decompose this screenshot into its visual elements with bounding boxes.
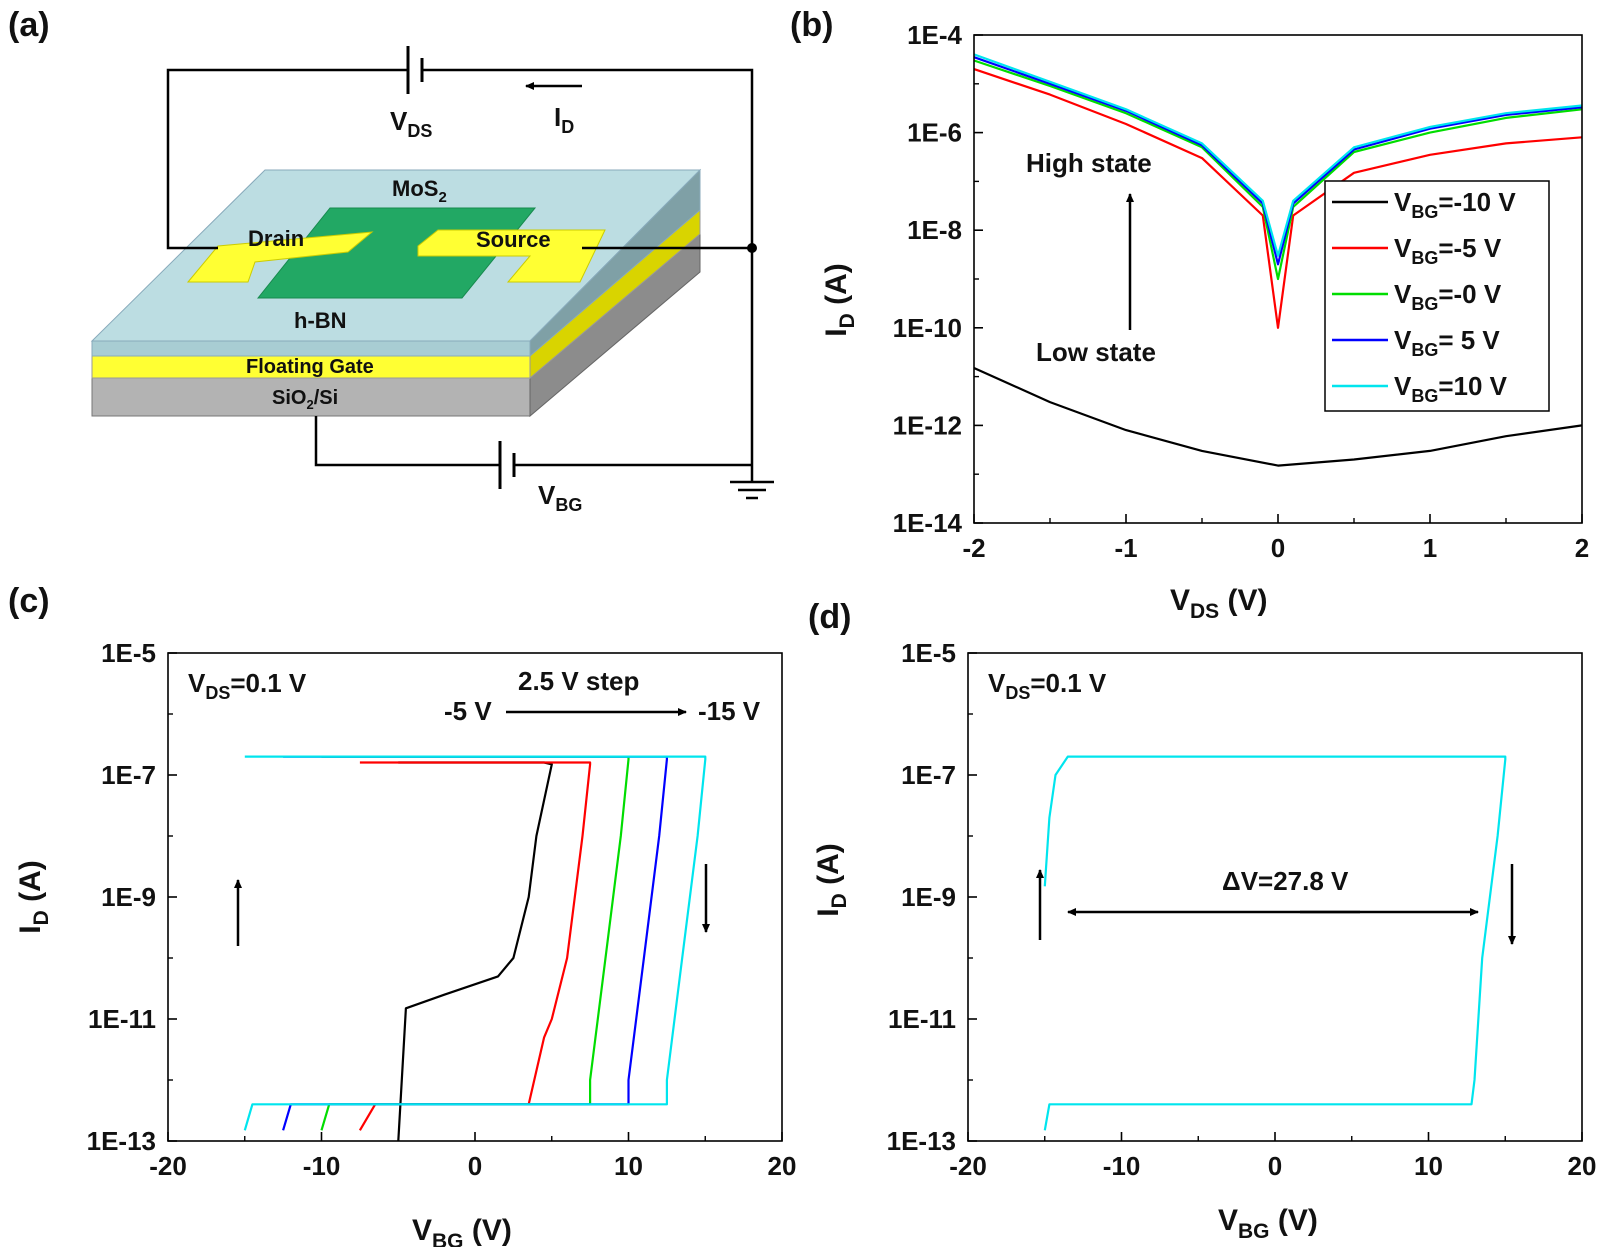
series-line-b-2: [973, 59, 1583, 281]
y-tick-label-c: 1E-5: [101, 638, 156, 668]
hbn-side: [529, 168, 701, 358]
ground-icon: [730, 480, 774, 500]
x-tick-label-d: 0: [1268, 1151, 1282, 1181]
legend-b: VBG=-10 V VBG=-5 V VBG=-0 V VBG= 5 V VBG=10 …: [1324, 180, 1550, 412]
source-label: Source: [476, 227, 551, 252]
x-tick-label-c: 10: [614, 1151, 643, 1181]
y-tick-label-b: 1E-10: [893, 313, 962, 343]
legend-label-2: VBG=-0 V: [1394, 279, 1502, 314]
id-label: ID: [554, 102, 574, 137]
y-tick-label-c: 1E-11: [88, 1004, 156, 1034]
x-tick-label-c: 0: [468, 1151, 482, 1181]
series-line-b-4: [973, 53, 1583, 257]
device-schematic: VDS ID MoS2 Drain Source h-BN Floating G…: [90, 46, 774, 515]
y-tick-label-b: 1E-8: [907, 215, 962, 245]
y-tick-label-b: 1E-12: [893, 410, 962, 440]
annotation-start: -5 V: [444, 696, 492, 726]
panel-label-d: (d): [808, 598, 851, 636]
drain-electrode: [186, 231, 374, 283]
y-tick-label-d: 1E-7: [901, 760, 956, 790]
x-tick-label-b: 2: [1575, 533, 1589, 563]
vds-label: VDS: [390, 106, 432, 141]
x-tick-label-c: -10: [303, 1151, 341, 1181]
mos2-label: MoS2: [392, 176, 447, 206]
annotation-low-state: Low state: [1036, 337, 1156, 367]
vds-wire: [166, 68, 408, 250]
y-tick-label-c: 1E-13: [87, 1126, 156, 1156]
x-tick-label-c: 20: [768, 1151, 797, 1181]
series-line-c-1: [358, 761, 592, 1131]
panel-label-a: (a): [8, 6, 50, 44]
x-tick-label-c: -20: [149, 1151, 187, 1181]
annotation-high-state: High state: [1026, 148, 1152, 178]
legend-label-1: VBG=-5 V: [1394, 233, 1502, 268]
chart-b: -2 -1 0 1 2 1E-14 1E-12 1E-10 1E-8 1E-6 1E-4 VDS (…: [820, 20, 1589, 623]
hbn-front: [91, 340, 531, 357]
series-line-b-1: [973, 68, 1583, 329]
legend-label-3: VBG= 5 V: [1394, 325, 1500, 360]
y-tick-label-d: 1E-9: [901, 882, 956, 912]
annotation-delta-v: ΔV=27.8 V: [1222, 866, 1349, 896]
x-tick-label-b: -1: [1114, 533, 1137, 563]
x-tick-label-b: 1: [1423, 533, 1437, 563]
legend-label-0: VBG=-10 V: [1394, 187, 1516, 222]
y-axis-label-d: ID (A): [812, 843, 851, 917]
junction-dot: [747, 243, 757, 253]
y-tick-label-c: 1E-7: [101, 760, 156, 790]
panel-label-c: (c): [8, 582, 50, 620]
series-line-c-3: [282, 755, 669, 1131]
y-tick-label-c: 1E-9: [101, 882, 156, 912]
vbg-label: VBG: [538, 480, 582, 515]
annotation-step: 2.5 V step: [518, 666, 639, 696]
y-axis-label-c: ID (A): [14, 860, 53, 934]
series-line-b-3: [973, 56, 1583, 266]
x-tick-label-b: 0: [1271, 533, 1285, 563]
y-tick-label-b: 1E-6: [907, 118, 962, 148]
x-axis-label-d: VBG (V): [1218, 1204, 1318, 1243]
sio2-label: SiO2/Si: [272, 387, 338, 412]
y-axis-label-b: ID (A): [820, 263, 859, 337]
annotation-vds-c: VDS=0.1 V: [188, 668, 307, 703]
series-line-b-0: [973, 366, 1583, 467]
y-tick-label-b: 1E-4: [907, 20, 962, 50]
x-tick-label-d: 20: [1568, 1151, 1597, 1181]
vbg-wire: [314, 416, 500, 467]
annotation-vds-d: VDS=0.1 V: [988, 668, 1107, 703]
legend-label-4: VBG=10 V: [1394, 371, 1508, 406]
x-tick-label-b: -2: [962, 533, 985, 563]
chart-c: -20 -10 0 10 20 1E-13 1E-11 1E-9 1E-7 1E-5 VBG (V…: [14, 638, 796, 1247]
y-tick-label-b: 1E-14: [893, 508, 963, 538]
y-tick-label-d: 1E-11: [888, 1004, 956, 1034]
x-tick-label-d: -10: [1103, 1151, 1141, 1181]
panel-label-b: (b): [790, 6, 833, 44]
legend-box-b: [1324, 180, 1550, 412]
series-line-c-4: [243, 755, 707, 1131]
chart-d: -20 -10 0 10 20 1E-13 1E-11 1E-9 1E-7 1E-5 VBG (V…: [812, 638, 1596, 1243]
x-axis-label-c: VBG (V): [412, 1214, 512, 1247]
vds-wire-right: [422, 68, 754, 482]
hbn-label: h-BN: [294, 308, 347, 333]
x-tick-label-d: -20: [949, 1151, 987, 1181]
y-tick-label-d: 1E-13: [887, 1126, 956, 1156]
series-line-d-0: [1043, 755, 1507, 1131]
source-electrode: [417, 229, 606, 283]
annotation-end: -15 V: [698, 696, 761, 726]
floating-gate-label: Floating Gate: [246, 356, 374, 378]
series-line-c-0: [397, 761, 553, 1142]
x-tick-label-d: 10: [1414, 1151, 1443, 1181]
drain-label: Drain: [248, 226, 304, 251]
series-line-c-2: [320, 755, 630, 1131]
x-axis-label-b: VDS (V): [1170, 584, 1268, 623]
y-tick-label-d: 1E-5: [901, 638, 956, 668]
